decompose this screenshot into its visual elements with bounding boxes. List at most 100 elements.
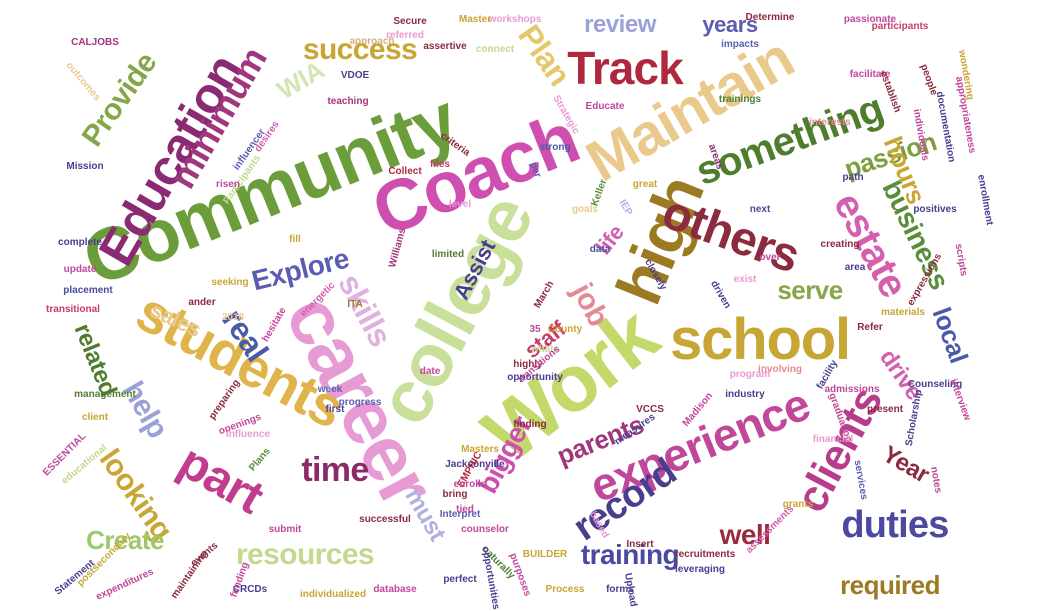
word-cloud-word: materials xyxy=(881,307,925,318)
word-cloud-word: program xyxy=(729,369,771,380)
word-cloud-word: facilitate xyxy=(849,69,891,80)
word-cloud-word: review xyxy=(584,11,656,38)
word-cloud-word: related xyxy=(68,319,123,400)
word-cloud-word: years xyxy=(702,12,758,37)
word-cloud-word: area xyxy=(844,262,866,273)
word-cloud-word: Interpret xyxy=(439,509,481,520)
word-cloud-word: approach xyxy=(349,36,395,47)
word-cloud-word: next xyxy=(749,204,771,215)
word-cloud-word: services xyxy=(851,459,870,501)
word-cloud-word: positives xyxy=(913,204,957,215)
word-cloud-word: March xyxy=(532,279,557,311)
word-cloud-word: 35 xyxy=(529,324,541,335)
word-cloud-word: management xyxy=(74,389,136,400)
word-cloud-word: well xyxy=(719,519,771,550)
word-cloud-word: school xyxy=(670,307,851,372)
word-cloud-word: admissions xyxy=(824,384,880,395)
word-cloud-word: Create xyxy=(86,525,164,555)
word-cloud-word: fill xyxy=(289,234,301,245)
word-cloud-word: serve xyxy=(777,275,843,305)
word-cloud-word: maintaining xyxy=(168,548,211,601)
word-cloud-word: impacts xyxy=(721,39,759,50)
word-cloud-word: Collect xyxy=(388,166,422,177)
word-cloud-word: Mission xyxy=(66,161,104,172)
word-cloud-word: participants xyxy=(871,21,929,32)
word-cloud-word: financial xyxy=(812,434,854,445)
word-cloud-word: tied xyxy=(456,504,474,515)
word-cloud-word: finding xyxy=(513,419,547,430)
word-cloud-word: ITA xyxy=(347,299,363,310)
word-cloud-word: workshops xyxy=(488,14,542,25)
word-cloud-word: teaching xyxy=(327,96,369,107)
word-cloud-word: connect xyxy=(475,44,515,55)
word-cloud-word: required xyxy=(840,570,940,600)
word-cloud-word: notes xyxy=(927,465,944,495)
word-cloud-word: limited xyxy=(431,249,465,260)
word-cloud-word: enrollment xyxy=(975,173,996,227)
word-cloud-word: files xyxy=(429,159,450,170)
word-cloud-word: perfect xyxy=(443,574,477,585)
word-cloud-word: whats xyxy=(530,344,560,355)
word-cloud-word: grants xyxy=(782,499,814,510)
word-cloud-word: Plans xyxy=(246,445,273,474)
word-cloud-word: Track xyxy=(567,42,684,94)
word-cloud-word: data xyxy=(589,244,611,255)
word-cloud-word: progress xyxy=(338,397,382,408)
word-cloud-word: interview xyxy=(947,377,974,423)
word-cloud-word: VCCS xyxy=(636,404,664,415)
word-cloud-word: path xyxy=(842,172,864,183)
word-cloud-word: people xyxy=(917,62,940,97)
word-cloud-word: Upload xyxy=(622,572,639,608)
word-cloud-word: Process xyxy=(545,584,585,595)
word-cloud-word: training xyxy=(580,539,680,570)
word-cloud-word: present xyxy=(866,404,904,415)
word-cloud-word: Secure xyxy=(393,16,427,27)
word-cloud-word: scripts xyxy=(952,242,969,278)
word-cloud-word: interests xyxy=(809,117,851,128)
word-cloud-word: Jacksonville xyxy=(445,459,505,470)
word-cloud-word: leveraging xyxy=(674,564,726,575)
word-cloud-word: WIA xyxy=(271,54,329,106)
word-cloud-word: Year xyxy=(877,440,934,489)
word-cloud-word: County xyxy=(547,324,583,335)
word-cloud-word: risen xyxy=(216,179,240,190)
word-cloud-word: exist xyxy=(733,274,757,285)
word-cloud-word: time xyxy=(301,451,369,489)
word-cloud-word: part xyxy=(169,434,272,525)
word-cloud-word: CRCDs xyxy=(232,584,268,595)
word-cloud-word: Master xyxy=(458,14,492,25)
word-cloud-word: first xyxy=(325,404,345,415)
word-cloud-word: update xyxy=(63,264,97,275)
word-cloud-word: expenditures xyxy=(94,566,156,603)
word-cloud-word: help xyxy=(116,375,175,444)
word-cloud-word: Provide xyxy=(75,46,164,153)
word-cloud-word: seeking xyxy=(211,277,249,288)
word-cloud-word: strong xyxy=(539,142,571,153)
word-cloud-word: involving xyxy=(758,364,802,375)
word-cloud-word: passionate xyxy=(843,14,897,25)
word-cloud-word: success xyxy=(302,33,418,66)
word-cloud-word: Educate xyxy=(585,101,625,112)
word-cloud-word: opportunity xyxy=(507,372,563,383)
word-cloud-word: great xyxy=(632,179,658,190)
word-cloud-word: resources xyxy=(235,538,375,571)
word-cloud-word: VDOE xyxy=(340,70,370,81)
word-cloud-word: driven xyxy=(708,279,733,311)
word-cloud-word: Insert xyxy=(626,539,654,550)
word-cloud-word: individualized xyxy=(299,589,367,600)
word-cloud-word: complete xyxy=(58,237,102,248)
word-cloud-word: successful xyxy=(359,514,411,525)
word-cloud-word: database xyxy=(373,584,417,595)
word-cloud-word: week xyxy=(317,384,343,395)
word-cloud-word: assertive xyxy=(423,41,467,52)
word-cloud-word: Refer xyxy=(857,322,883,333)
word-cloud-word: recruitments xyxy=(674,549,736,560)
word-cloud-word: forms xyxy=(606,584,634,595)
word-cloud-word: date xyxy=(419,366,441,377)
word-cloud-word: client xyxy=(81,412,109,423)
word-cloud-word: outcomes xyxy=(63,60,103,104)
word-cloud-word: creating xyxy=(820,239,860,250)
word-cloud-word: Counseling xyxy=(907,379,963,390)
word-cloud-word: referred xyxy=(386,30,424,41)
